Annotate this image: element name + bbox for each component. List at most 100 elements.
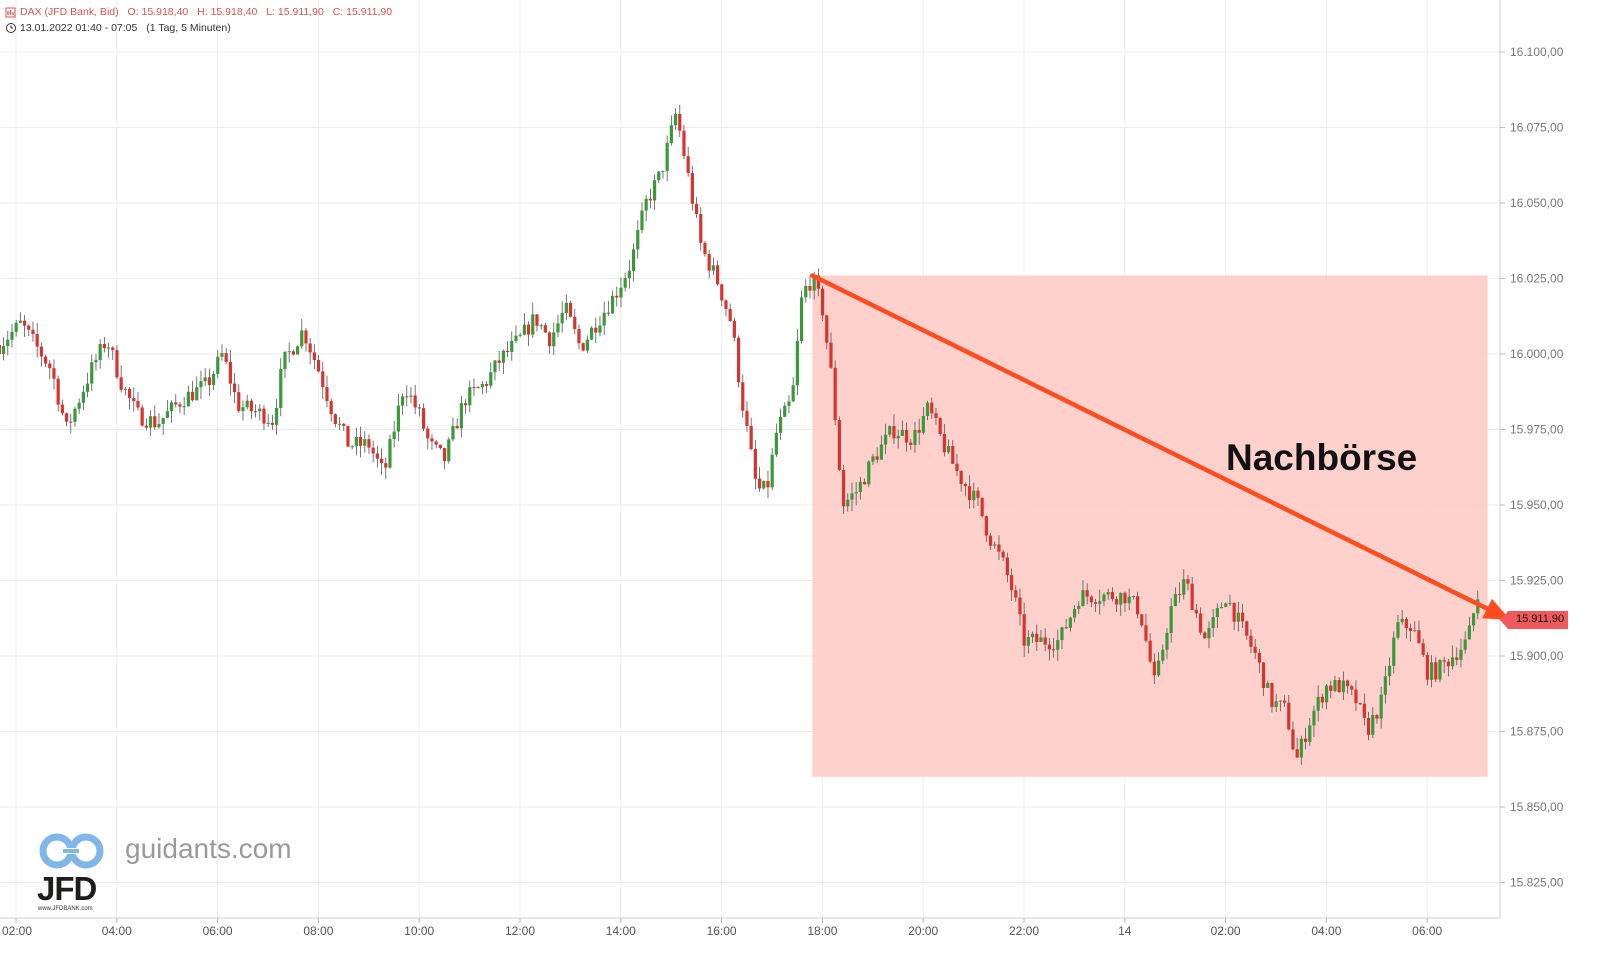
candle-down bbox=[980, 497, 984, 517]
candle-up bbox=[245, 400, 249, 408]
candle-up bbox=[1450, 657, 1455, 667]
candle-up bbox=[10, 331, 14, 340]
candle-down bbox=[430, 438, 434, 442]
candle-up bbox=[1312, 710, 1316, 726]
candle-up bbox=[77, 402, 81, 409]
candle-down bbox=[1198, 613, 1203, 633]
candle-up bbox=[459, 403, 463, 429]
candle-up bbox=[363, 439, 367, 446]
candle-up bbox=[1215, 608, 1219, 618]
candle-down bbox=[69, 421, 73, 423]
candle-up bbox=[564, 302, 568, 314]
candle-down bbox=[749, 425, 753, 450]
candle-down bbox=[316, 360, 321, 372]
last-price-marker bbox=[1500, 611, 1568, 630]
candle-up bbox=[489, 372, 493, 386]
candle-down bbox=[417, 407, 421, 409]
candle-up bbox=[946, 446, 951, 453]
settings-icon[interactable] bbox=[5, 7, 16, 18]
candle-down bbox=[1001, 551, 1005, 558]
candle-down bbox=[934, 413, 938, 419]
time-tick-label: 14 bbox=[1118, 924, 1132, 938]
candle-down bbox=[367, 439, 371, 448]
candle-down bbox=[577, 329, 581, 344]
candle-down bbox=[384, 463, 388, 468]
candle-up bbox=[148, 416, 153, 428]
interval: (1 Tag, 5 Minuten) bbox=[146, 22, 231, 34]
candle-up bbox=[274, 408, 279, 425]
candle-down bbox=[535, 314, 539, 326]
candle-down bbox=[22, 320, 27, 326]
time-axis-ticks: 02:00 04:00 06:00 08:00 10:00 12:00 14:00 16:00… bbox=[2, 918, 1443, 938]
candle-down bbox=[1375, 714, 1379, 719]
candle-up bbox=[90, 362, 94, 384]
candle-up bbox=[279, 368, 283, 409]
candle-down bbox=[1123, 592, 1127, 604]
candle-up bbox=[1413, 630, 1417, 632]
candle-down bbox=[938, 418, 942, 435]
candle-up bbox=[644, 198, 648, 211]
candle-up bbox=[501, 350, 505, 363]
candle-up bbox=[203, 377, 207, 382]
candle-down bbox=[64, 413, 69, 422]
candle-up bbox=[1379, 694, 1383, 719]
candle-up bbox=[1060, 627, 1064, 641]
candle-up bbox=[18, 320, 22, 323]
candle-up bbox=[98, 344, 102, 361]
candle-up bbox=[211, 373, 216, 386]
candle-down bbox=[682, 130, 686, 157]
ohlc-close: C: 15.911,90 bbox=[332, 6, 393, 18]
candle-up bbox=[350, 446, 354, 448]
candle-down bbox=[153, 416, 157, 428]
candle-down bbox=[959, 471, 963, 485]
candle-up bbox=[972, 490, 976, 501]
candle-up bbox=[774, 432, 778, 455]
candlestick-series bbox=[0, 104, 1480, 765]
time-tick-label: 08:00 bbox=[303, 924, 333, 938]
candle-down bbox=[413, 395, 417, 408]
candle-down bbox=[31, 329, 35, 335]
candle-down bbox=[1337, 680, 1341, 693]
candle-down bbox=[1152, 661, 1156, 676]
candle-down bbox=[930, 402, 934, 414]
trend-arrow-head bbox=[1482, 598, 1511, 621]
after-hours-highlight-zone bbox=[812, 275, 1488, 777]
candle-up bbox=[1371, 714, 1375, 735]
candle-up bbox=[619, 287, 623, 298]
candle-down bbox=[766, 480, 770, 488]
candle-up bbox=[1236, 612, 1240, 622]
candle-up bbox=[673, 113, 678, 126]
candle-down bbox=[56, 378, 60, 405]
candle-down bbox=[1135, 596, 1140, 615]
candle-down bbox=[1114, 599, 1119, 605]
candle-down bbox=[745, 410, 749, 426]
candle-down bbox=[405, 396, 409, 398]
price-tick-label: 15.900,00 bbox=[1510, 649, 1564, 663]
candle-down bbox=[1345, 680, 1350, 687]
candle-down bbox=[732, 321, 736, 338]
candle-down bbox=[1270, 683, 1274, 708]
watermark-site: guidants.com bbox=[125, 833, 292, 864]
candle-down bbox=[648, 198, 652, 201]
candle-up bbox=[858, 481, 862, 493]
price-tick-label: 15.925,00 bbox=[1510, 574, 1564, 588]
candle-down bbox=[1203, 632, 1207, 639]
candle-down bbox=[984, 516, 988, 536]
candle-up bbox=[1383, 676, 1387, 695]
candle-up bbox=[266, 422, 270, 424]
candle-down bbox=[547, 332, 552, 347]
candle-down bbox=[808, 285, 812, 291]
candle-up bbox=[195, 387, 199, 401]
candle-down bbox=[1287, 702, 1291, 730]
time-range: 13.01.2022 01:40 - 07:05 bbox=[20, 22, 138, 34]
time-tick-label: 12:00 bbox=[505, 924, 535, 938]
candle-down bbox=[1014, 590, 1018, 598]
candle-down bbox=[1245, 621, 1249, 636]
candle-down bbox=[476, 387, 480, 389]
candle-down bbox=[1051, 649, 1056, 651]
candle-down bbox=[1085, 590, 1089, 597]
candle-up bbox=[795, 340, 799, 386]
candle-up bbox=[1131, 596, 1135, 598]
candle-up bbox=[220, 353, 224, 357]
